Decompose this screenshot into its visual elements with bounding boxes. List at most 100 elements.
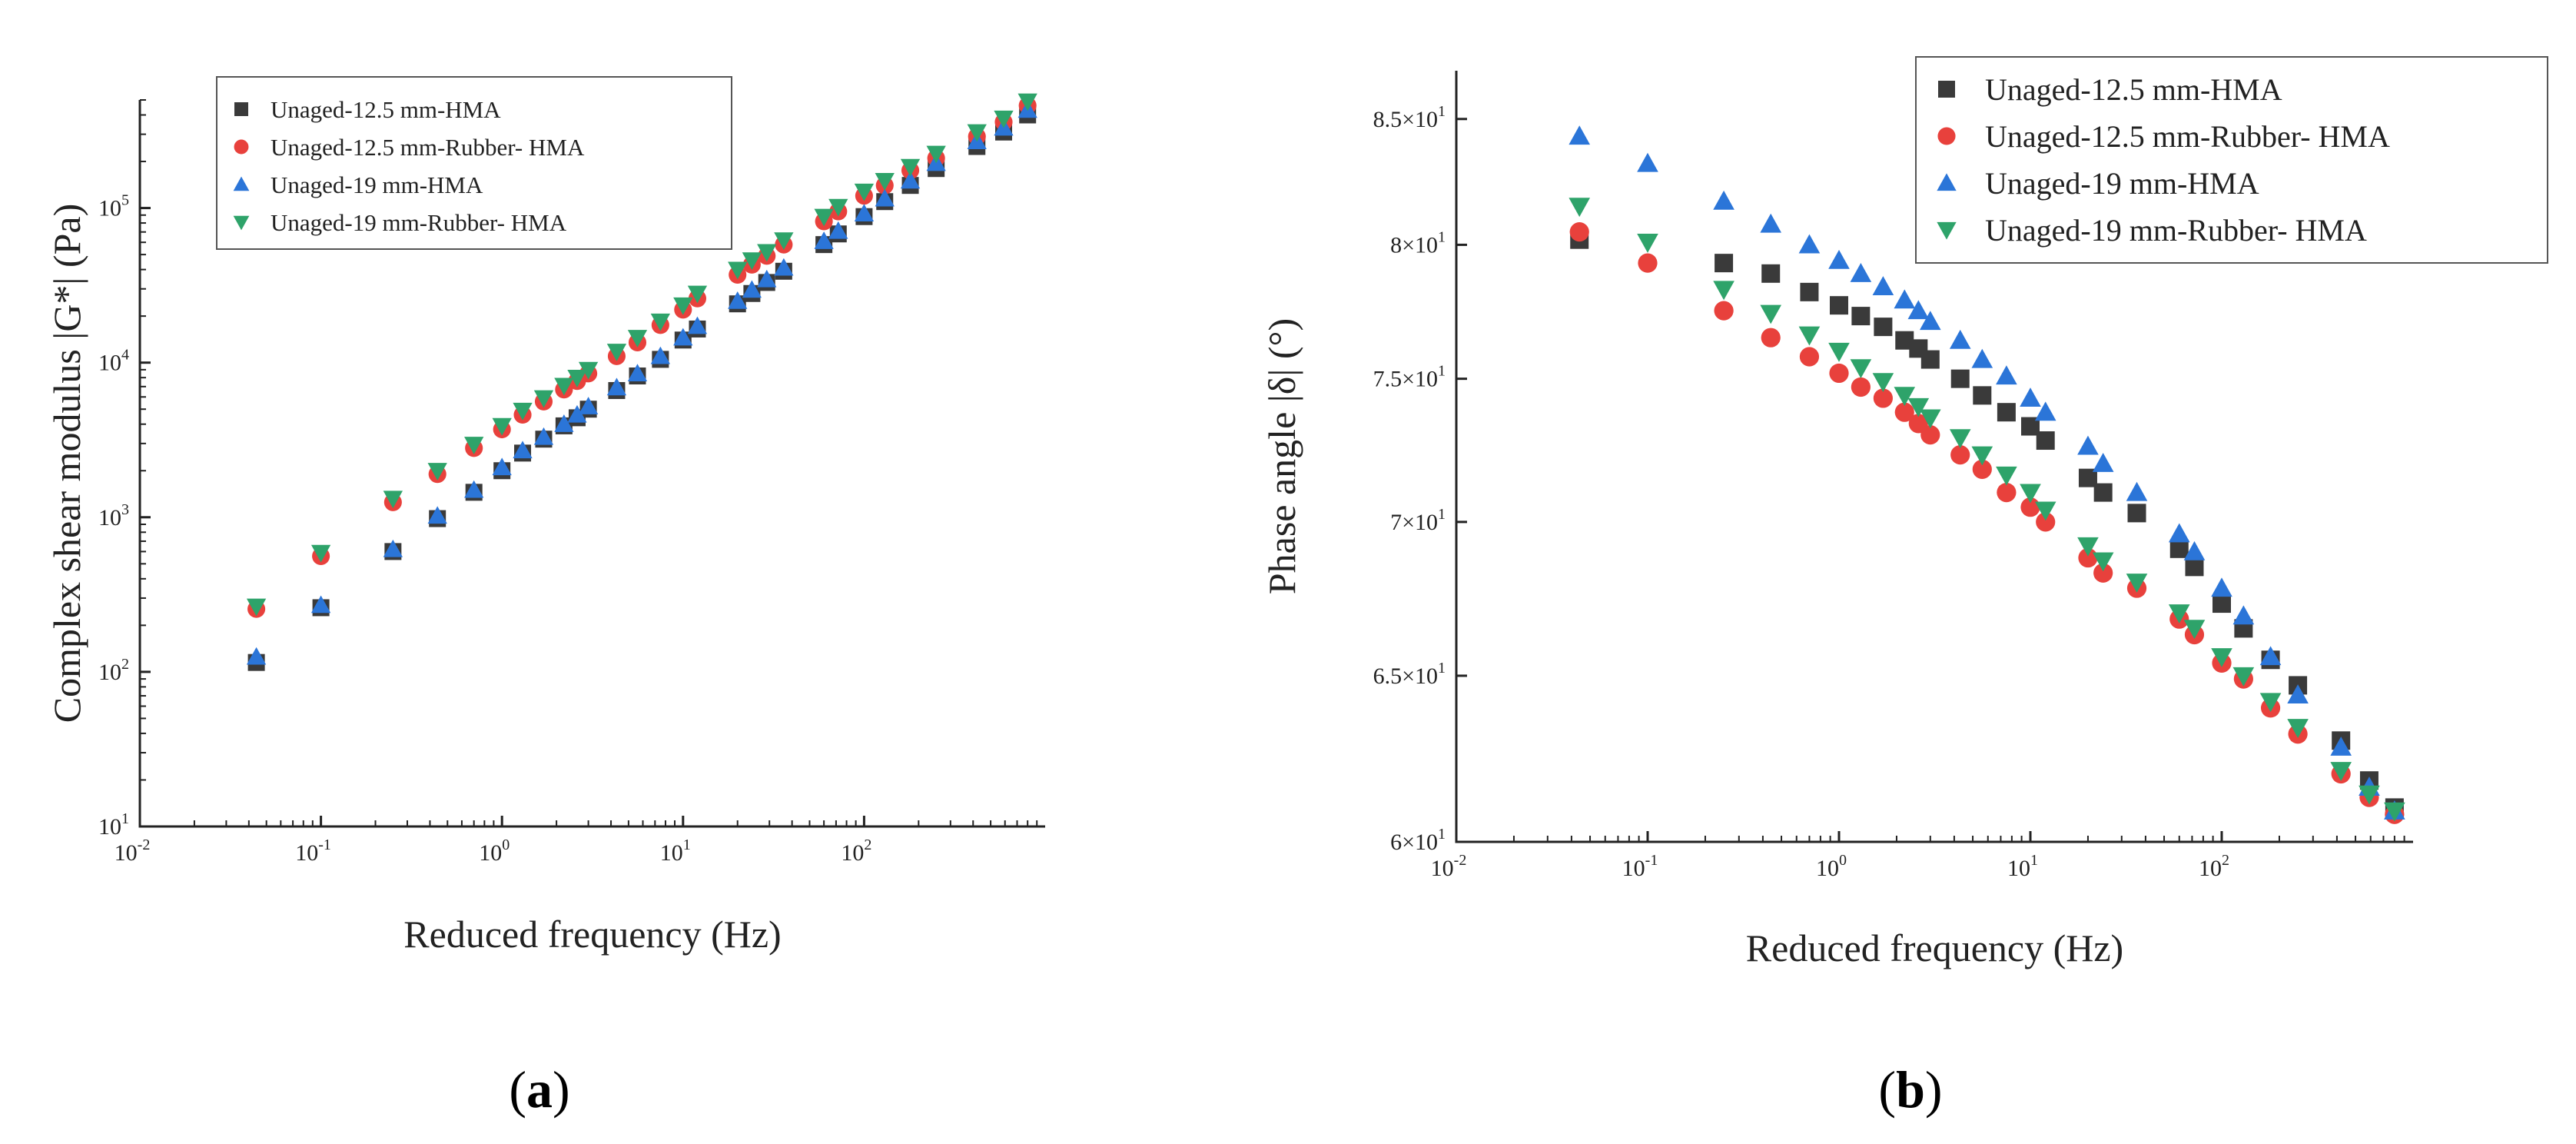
panel-caption: (b): [1878, 1060, 1942, 1119]
data-point: [427, 463, 447, 481]
data-point: [1874, 318, 1893, 337]
data-point: [1920, 350, 1940, 369]
data-point: [1017, 93, 1037, 111]
data-point: [1638, 253, 1658, 273]
data-point: [1761, 264, 1781, 283]
data-point: [875, 173, 895, 191]
x-axis-label: Reduced frequency (Hz): [1746, 926, 2123, 969]
data-point: [1972, 459, 1992, 479]
data-point: [1637, 234, 1658, 253]
data-point: [513, 441, 533, 459]
data-point: [2020, 497, 2040, 517]
data-point: [1950, 445, 1970, 465]
legend-box: [1915, 56, 2548, 264]
data-point: [650, 346, 671, 364]
data-point: [1714, 301, 1734, 321]
legend-box: [216, 76, 732, 250]
data-point: [2126, 481, 2148, 501]
y-tick-label: 7.5×101: [1373, 363, 1446, 392]
data-point: [994, 110, 1014, 128]
data-point: [492, 457, 512, 476]
data-point: [2092, 552, 2114, 572]
data-point: [2330, 737, 2352, 756]
data-point: [1637, 152, 1658, 172]
y-tick-label: 6×101: [1390, 826, 1446, 855]
data-point: [875, 188, 895, 207]
legend-marker: [233, 176, 250, 191]
panel-caption: (a): [509, 1060, 569, 1119]
data-point: [533, 390, 554, 408]
series-4-points: [246, 93, 1037, 617]
data-point: [1920, 409, 1941, 429]
data-point: [606, 377, 627, 396]
x-tick-label: 10-1: [295, 836, 331, 866]
panel-a-chart: 10-2 10-1 100 101 102 101 102 103 104 105 Reduced …: [45, 76, 1045, 1119]
data-point: [2020, 484, 2041, 504]
data-point: [2034, 501, 2056, 521]
data-point: [1949, 329, 1971, 349]
data-point: [2232, 667, 2255, 687]
data-point: [2127, 504, 2146, 523]
data-point: [2330, 762, 2352, 781]
data-point: [2183, 620, 2206, 640]
x-tick-label: 100: [479, 836, 510, 866]
data-point: [1799, 347, 1820, 367]
data-point: [1996, 365, 2017, 385]
data-point: [1829, 363, 1849, 384]
data-point: [1920, 425, 1940, 445]
data-point: [2077, 435, 2099, 455]
data-point: [1997, 403, 2016, 422]
data-point: [900, 171, 921, 189]
data-point: [1828, 249, 1850, 269]
data-point: [1872, 276, 1894, 296]
x-tick-label: 102: [2199, 852, 2229, 881]
data-point: [650, 313, 671, 331]
data-point: [383, 539, 403, 557]
data-point: [2168, 523, 2190, 543]
data-point: [554, 414, 574, 432]
data-point: [1971, 348, 1993, 368]
data-point: [513, 402, 533, 421]
data-point: [1971, 446, 1993, 466]
data-point: [1894, 289, 1916, 309]
x-tick-label: 102: [841, 836, 871, 866]
data-point: [492, 417, 512, 436]
data-point: [828, 198, 848, 217]
data-point: [1920, 311, 1941, 331]
data-point: [427, 506, 447, 524]
panel-b-chart: 10-2 10-1 100 101 102 6×101 6.5×101 7×101 7.5×10…: [1260, 56, 2548, 1119]
data-point: [728, 261, 748, 280]
data-point: [1798, 326, 1821, 346]
data-point: [2126, 574, 2148, 593]
data-point: [1996, 466, 2017, 486]
data-point: [757, 244, 777, 262]
data-point: [567, 404, 587, 423]
data-point: [464, 480, 484, 498]
data-point: [2168, 604, 2190, 624]
data-point: [246, 647, 267, 665]
data-point: [1873, 388, 1893, 408]
data-point: [578, 361, 599, 380]
data-point: [1894, 402, 1914, 422]
data-point: [1713, 281, 1734, 301]
legend-entry-label: Unaged-12.5 mm-HMA: [271, 96, 501, 123]
data-point: [1850, 263, 1872, 282]
x-tick-label: 10-2: [115, 836, 151, 866]
data-point: [774, 232, 794, 250]
data-point: [464, 437, 484, 454]
data-point: [627, 364, 648, 381]
legend-marker: [1938, 81, 1955, 98]
y-tick-label: 8.5×101: [1373, 103, 1446, 132]
y-tick-label: 8×101: [1390, 228, 1446, 258]
data-point: [900, 158, 921, 177]
data-point: [2211, 648, 2232, 667]
data-point: [1798, 234, 1821, 254]
data-point: [2183, 540, 2206, 560]
legend-entry-label: Unaged-19 mm-HMA: [271, 171, 483, 198]
data-point: [1973, 386, 1992, 405]
legend-marker: [1937, 221, 1957, 240]
data-point: [246, 598, 267, 617]
data-point: [1850, 359, 1872, 379]
legend-entry-label: Unaged-12.5 mm-HMA: [1985, 72, 2282, 107]
data-point: [1894, 387, 1916, 407]
